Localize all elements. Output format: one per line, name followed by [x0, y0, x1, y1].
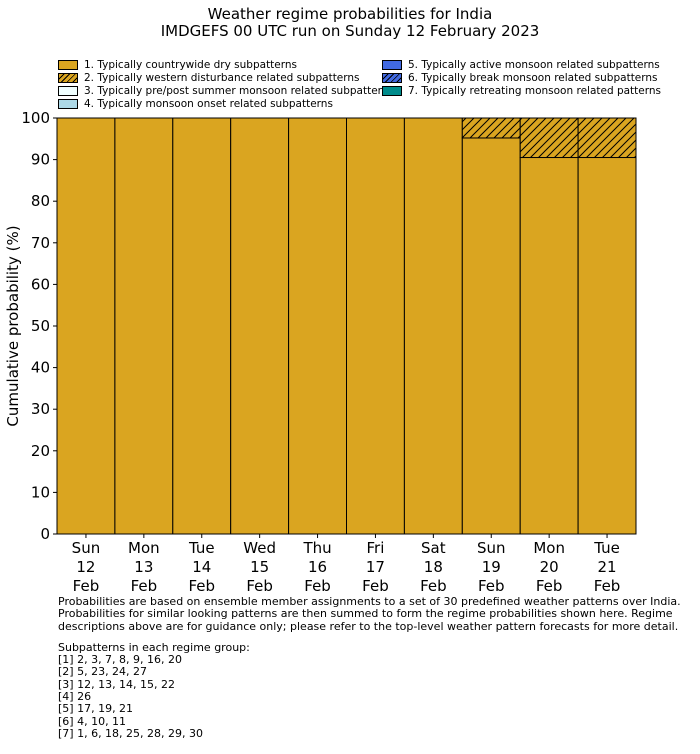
- groups-heading: Subpatterns in each regime group:: [58, 641, 250, 654]
- x-tick-label: Feb: [73, 577, 100, 595]
- legend-label: 2. Typically western disturbance related…: [84, 71, 360, 84]
- x-tick-label: Tue: [188, 539, 215, 557]
- x-tick-label: Feb: [188, 577, 215, 595]
- x-tick-label: Sat: [421, 539, 446, 557]
- x-tick-label: Feb: [594, 577, 621, 595]
- x-tick-label: Wed: [243, 539, 276, 557]
- x-tick-label: Fri: [367, 539, 385, 557]
- notes-paragraph: Probabilities are based on ensemble memb…: [58, 595, 681, 633]
- legend-label: 4. Typically monsoon onset related subpa…: [84, 97, 333, 110]
- group-line: [2] 5, 23, 24, 27: [58, 665, 148, 679]
- group-line: [5] 17, 19, 21: [58, 702, 134, 716]
- legend-item: 6. Typically break monsoon related subpa…: [382, 71, 658, 84]
- bar-segment: [230, 117, 290, 535]
- x-tick-label: Sun: [477, 539, 506, 557]
- chart-title: Weather regime probabilities for India: [207, 5, 493, 23]
- legend-label: 7. Typically retreating monsoon related …: [408, 84, 662, 97]
- legend-swatch: [58, 59, 78, 70]
- x-tick-label: Feb: [536, 577, 563, 595]
- legend-swatch: [58, 98, 78, 109]
- x-tick-label: Feb: [131, 577, 158, 595]
- y-axis-label: Cumulative probability (%): [4, 225, 22, 426]
- legend-item: 3. Typically pre/post summer monsoon rel…: [58, 84, 394, 97]
- bar-segment: [519, 117, 579, 159]
- group-line: [6] 4, 10, 11: [58, 714, 127, 728]
- x-tick-label: 19: [482, 558, 501, 576]
- x-tick-label: Feb: [246, 577, 273, 595]
- x-tick-label: Thu: [302, 539, 331, 557]
- x-tick-label: Feb: [420, 577, 447, 595]
- legend-swatch: [382, 85, 402, 96]
- x-tick-label: 17: [366, 558, 385, 576]
- group-line: [4] 26: [58, 689, 92, 703]
- legend-label: 1. Typically countrywide dry subpatterns: [84, 58, 298, 71]
- bar-segment: [577, 117, 637, 159]
- x-tick-label: Mon: [128, 539, 160, 557]
- x-tick-label: 14: [192, 558, 211, 576]
- legend-item: 7. Typically retreating monsoon related …: [382, 84, 661, 97]
- x-tick-label: 13: [134, 558, 153, 576]
- legend-item: 1. Typically countrywide dry subpatterns: [58, 58, 297, 71]
- x-tick-label: 15: [250, 558, 269, 576]
- bar-segment: [288, 117, 348, 535]
- legend-item: 2. Typically western disturbance related…: [58, 71, 360, 84]
- legend-item: 4. Typically monsoon onset related subpa…: [58, 97, 333, 110]
- y-tick-label: 90: [31, 151, 50, 169]
- x-tick-label: 18: [424, 558, 443, 576]
- legend-label: 6. Typically break monsoon related subpa…: [408, 71, 658, 84]
- legend-swatch: [58, 85, 78, 96]
- bar-segment: [346, 117, 405, 535]
- bar-segment: [519, 157, 579, 535]
- x-tick-label: Tue: [593, 539, 620, 557]
- bar-segment: [114, 117, 174, 535]
- bar-segment: [172, 117, 232, 535]
- y-tick-label: 60: [31, 275, 50, 293]
- y-tick-label: 100: [21, 109, 50, 127]
- group-line: [1] 2, 3, 7, 8, 9, 16, 20: [58, 653, 183, 666]
- x-tick-label: 12: [76, 558, 95, 576]
- bar-segment: [461, 137, 521, 535]
- x-tick-label: 16: [308, 558, 327, 576]
- legend-swatch: [58, 72, 78, 83]
- group-line: [7] 1, 6, 18, 25, 28, 29, 30: [58, 726, 204, 740]
- x-tick-label: Feb: [478, 577, 505, 595]
- y-tick-label: 20: [31, 442, 50, 460]
- legend-label: 3. Typically pre/post summer monsoon rel…: [84, 84, 394, 97]
- x-tick-label: 20: [540, 558, 559, 576]
- chart-subtitle: IMDGEFS 00 UTC run on Sunday 12 February…: [160, 22, 540, 40]
- x-tick-label: Feb: [304, 577, 331, 595]
- bar-segment: [461, 117, 521, 139]
- y-tick-label: 0: [40, 525, 50, 543]
- x-tick-label: 21: [598, 558, 617, 576]
- legend-label: 5. Typically active monsoon related subp…: [408, 58, 660, 71]
- y-tick-label: 50: [31, 317, 50, 335]
- legend-swatch: [382, 72, 402, 83]
- group-line: [3] 12, 13, 14, 15, 22: [58, 677, 176, 691]
- y-tick-label: 40: [31, 359, 50, 377]
- x-tick-label: Sun: [72, 539, 101, 557]
- legend-swatch: [382, 59, 402, 70]
- y-tick-label: 10: [31, 483, 50, 501]
- x-tick-label: Feb: [362, 577, 389, 595]
- x-tick-label: Mon: [533, 539, 565, 557]
- stacked-bar-chart: Sun12FebMon13FebTue14FebWed15FebThu16Feb…: [4, 109, 637, 595]
- y-tick-label: 70: [31, 234, 50, 252]
- legend-item: 5. Typically active monsoon related subp…: [382, 58, 660, 71]
- bar-segment: [56, 117, 116, 535]
- y-tick-label: 80: [31, 192, 50, 210]
- bar-segment: [403, 117, 463, 535]
- bar-segment: [577, 157, 637, 535]
- y-tick-label: 30: [31, 400, 50, 418]
